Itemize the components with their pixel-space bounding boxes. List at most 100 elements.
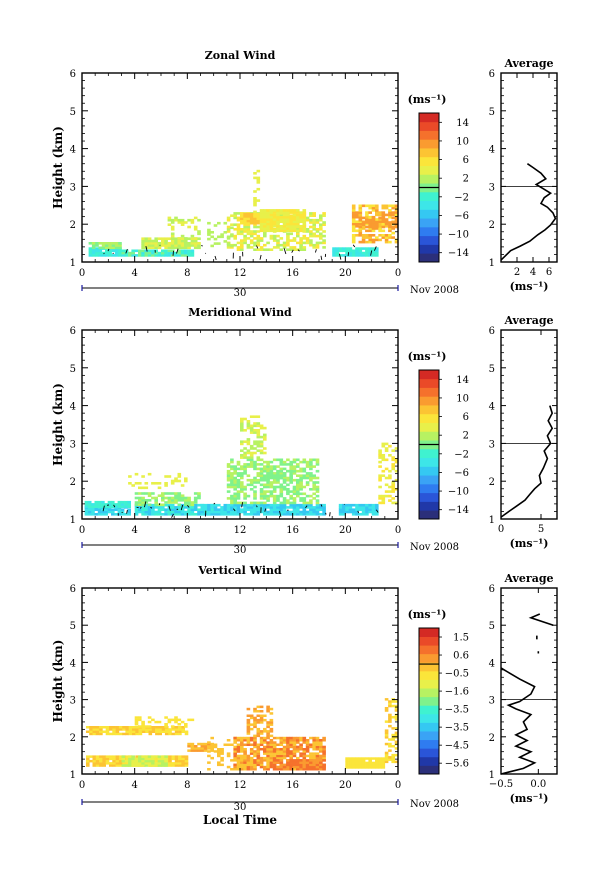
heatmap-cell [246, 494, 251, 498]
heatmap-cell [302, 211, 307, 214]
heatmap-cell [151, 239, 155, 243]
heatmap-cell [91, 505, 95, 508]
heatmap-cell [394, 447, 399, 450]
heatmap-cell [266, 707, 270, 711]
heatmap-cell [161, 764, 165, 767]
heatmap-cell [296, 458, 300, 462]
heatmap-cell [381, 220, 386, 223]
x-tick-label: 4 [131, 525, 137, 536]
heatmap-cell [102, 755, 106, 758]
heatmap-cell [220, 750, 224, 753]
heatmap-cell [315, 234, 320, 238]
y-tick-label: 4 [70, 658, 76, 669]
heatmap-cell [89, 755, 93, 758]
heatmap-cell [292, 513, 297, 516]
heatmap-cell [230, 499, 234, 502]
heatmap-cell [151, 244, 155, 247]
heatmap-cell [157, 254, 162, 257]
date-day-label: 30 [234, 802, 247, 813]
heatmap-cell [184, 755, 189, 758]
colorbar-unit: (ms⁻¹) [408, 350, 447, 363]
heatmap-cell [282, 460, 287, 464]
heatmap-cell [338, 508, 343, 511]
heatmap-cell [305, 506, 310, 509]
heatmap-cell [256, 478, 261, 482]
heatmap-cell [253, 217, 257, 220]
heatmap-cell [279, 458, 284, 462]
heatmap-cell [315, 761, 320, 764]
heatmap-cell [309, 506, 313, 509]
heatmap-cell [342, 513, 346, 516]
heatmap-cell [358, 209, 363, 212]
heatmap-cell [187, 749, 191, 752]
heatmap-cell [394, 204, 399, 208]
heatmap-cell [226, 243, 231, 247]
heatmap-cell [180, 251, 185, 255]
heatmap-cell [240, 442, 244, 446]
heatmap-cell [361, 247, 366, 250]
heatmap-cell [365, 764, 369, 767]
heatmap-cell [322, 506, 326, 509]
heatmap-cell [391, 449, 395, 452]
heatmap-cell [282, 741, 287, 744]
heatmap-cell [246, 246, 251, 249]
heatmap-cell [388, 236, 392, 239]
heatmap-cell [272, 754, 277, 758]
heatmap-cell [233, 513, 237, 516]
heatmap-cell [243, 239, 247, 242]
heatmap-cell [174, 237, 178, 240]
heatmap-cell [249, 246, 254, 249]
heatmap-cell [243, 503, 247, 507]
heatmap-cell [282, 501, 287, 505]
heatmap-cell [134, 492, 139, 495]
heatmap-cell [161, 503, 165, 507]
heatmap-cell [292, 490, 297, 493]
heatmap-cell [305, 741, 310, 744]
heatmap-cell [371, 204, 376, 208]
heatmap-cell [111, 505, 115, 508]
heatmap-cell [151, 718, 155, 722]
heatmap-cell [381, 206, 386, 210]
heatmap-cell [97, 503, 102, 506]
heatmap-cell [361, 223, 366, 226]
heatmap-cell [378, 213, 382, 217]
heatmap-cell [378, 451, 382, 455]
heatmap-cell [384, 698, 389, 701]
heatmap-cell [368, 229, 372, 233]
heatmap-cell [296, 228, 300, 231]
colorbar-label: 14 [456, 118, 469, 129]
x-tick-label: 4 [131, 268, 137, 279]
heatmap-cell [91, 249, 96, 253]
heatmap-cell [174, 499, 178, 502]
heatmap-cell [236, 736, 241, 740]
heatmap-cell [223, 506, 228, 509]
heatmap-cell [371, 513, 376, 516]
heatmap-cell [286, 492, 290, 496]
heatmap-cell [184, 730, 189, 733]
heatmap-cell [99, 726, 103, 729]
heatmap-cell [134, 496, 139, 500]
y-tick-label: 2 [70, 477, 76, 488]
heatmap-cell [348, 503, 353, 507]
heatmap-cell [168, 728, 172, 731]
heatmap-cell [138, 730, 143, 733]
heatmap-cell [134, 718, 139, 722]
heatmap-cell [226, 752, 231, 755]
heatmap-cell [315, 501, 320, 505]
heatmap-cell [157, 759, 162, 763]
heatmap-cell [161, 508, 165, 511]
heatmap-cell [144, 513, 149, 516]
heatmap-cell [157, 510, 162, 514]
heatmap-cell [134, 472, 139, 476]
heatmap-cell [375, 221, 379, 224]
heatmap-cell [112, 730, 116, 733]
heatmap-cell [384, 240, 389, 244]
heatmap-cell [256, 705, 261, 709]
heatmap-cell [174, 251, 178, 255]
heatmap-cell [388, 444, 392, 448]
heatmap-cell [190, 237, 195, 240]
heatmap-cell [365, 240, 369, 244]
heatmap-cell [154, 482, 158, 485]
heatmap-cell [246, 763, 251, 767]
heatmap-cell [269, 761, 274, 764]
